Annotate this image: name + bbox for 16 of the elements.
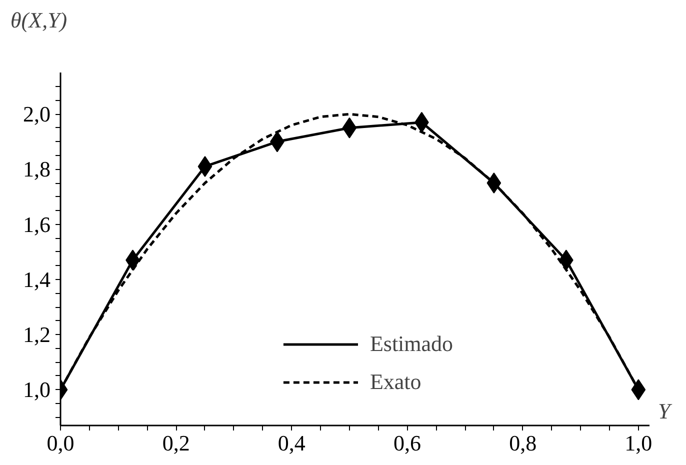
x-tick-label: 0,8 xyxy=(509,430,537,456)
y-tick-label: 1,8 xyxy=(23,156,50,182)
x-tick-label: 0,2 xyxy=(162,430,190,456)
x-tick-label: 0,6 xyxy=(394,430,421,456)
y-tick-label: 2,0 xyxy=(23,102,50,127)
x-tick-label: 0,0 xyxy=(46,430,74,456)
x-tick-label: 0,4 xyxy=(278,430,306,456)
x-tick-label: 1,0 xyxy=(624,430,652,456)
x-axis-title: Y xyxy=(658,398,673,424)
y-tick-label: 1,2 xyxy=(23,322,50,348)
legend-label: Exato xyxy=(370,369,422,395)
y-axis-title: θ(X,Y) xyxy=(10,8,68,32)
legend-label: Estimado xyxy=(370,331,454,357)
y-tick-label: 1,4 xyxy=(23,266,50,292)
y-tick-label: 1,0 xyxy=(23,377,50,402)
y-tick-label: 1,6 xyxy=(23,212,50,237)
